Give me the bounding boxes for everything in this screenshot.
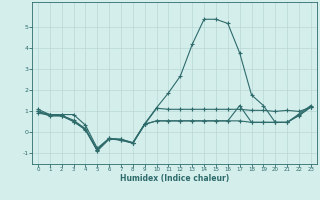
X-axis label: Humidex (Indice chaleur): Humidex (Indice chaleur) <box>120 174 229 183</box>
